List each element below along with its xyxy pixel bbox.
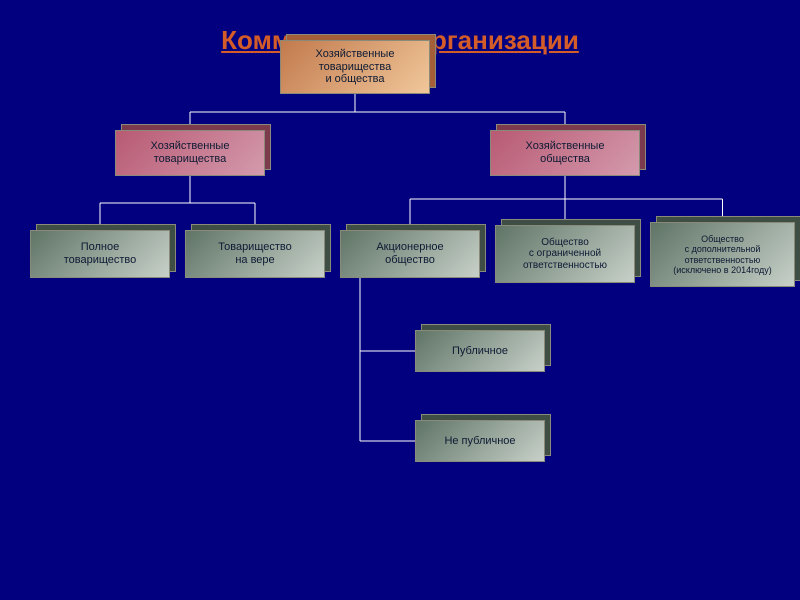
node-ao: Акционерное общество <box>340 230 480 278</box>
diagram-stage: Коммерческие организации Хозяйственные т… <box>0 0 800 600</box>
node-full: Полное товарищество <box>30 230 170 278</box>
node-pub: Публичное <box>415 330 545 372</box>
node-npub: Не публичное <box>415 420 545 462</box>
node-obsh: Хозяйственные общества <box>490 130 640 176</box>
node-odo: Общество с дополнительной ответственност… <box>650 222 795 287</box>
node-root: Хозяйственные товарищества и общества <box>280 40 430 94</box>
node-ooo: Общество с ограниченной ответственностью <box>495 225 635 283</box>
node-tov: Хозяйственные товарищества <box>115 130 265 176</box>
node-vera: Товарищество на вере <box>185 230 325 278</box>
